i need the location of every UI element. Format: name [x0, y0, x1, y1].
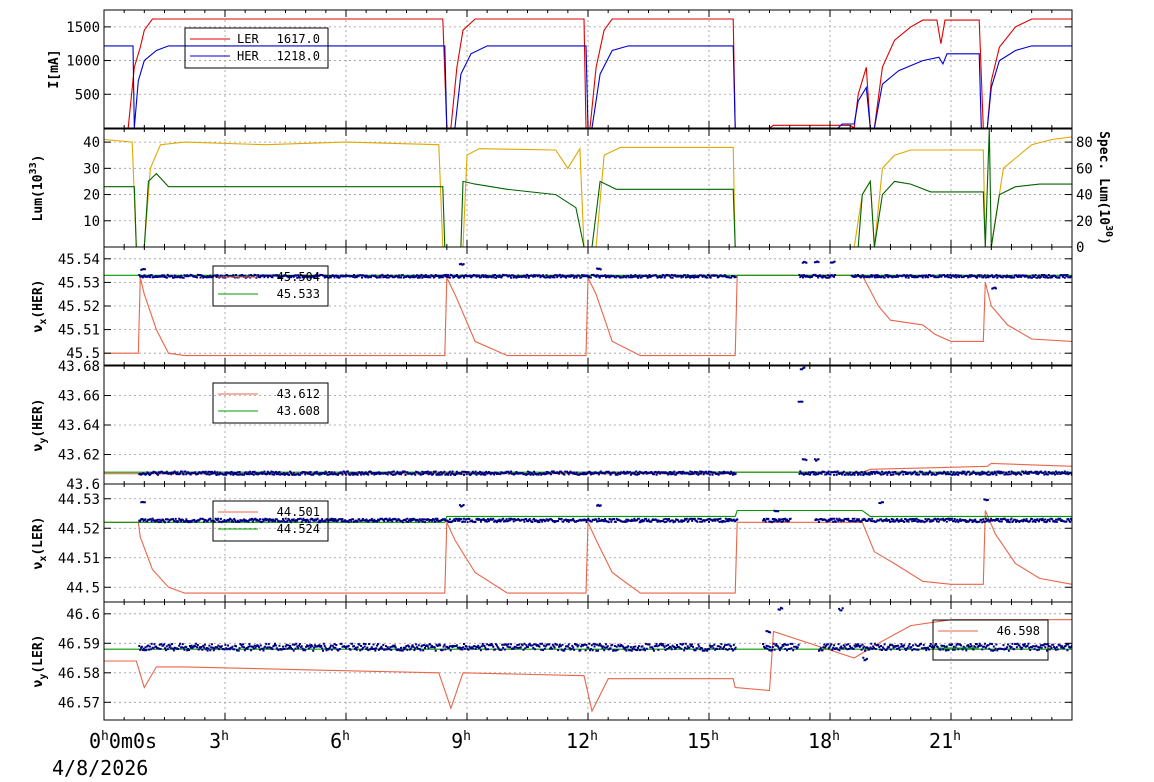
y-axis-label: Lum(1033) [28, 155, 46, 222]
y-tick-label: 44.52 [58, 521, 100, 537]
y-tick-label: 43.68 [58, 359, 100, 375]
y-tick-label: 45.52 [58, 299, 100, 315]
y-right-tick-label: 60 [1076, 161, 1093, 177]
y-tick-label: 44.51 [58, 551, 100, 567]
y-tick-label: 45.54 [58, 252, 100, 268]
y-tick-label: 43.64 [58, 418, 100, 434]
y-axis-label: I[mA] [47, 49, 62, 88]
y-axis-label: νx(HER) [31, 280, 49, 333]
y-tick-label: 20 [83, 188, 100, 204]
x-tick-label: 18h [808, 729, 840, 753]
y-right-tick-label: 40 [1076, 188, 1093, 204]
measured-points [138, 606, 1072, 662]
x-tick-label: 3h [209, 729, 229, 753]
y-tick-label: 1500 [66, 20, 100, 36]
legend-frame [932, 619, 1049, 661]
series-group [104, 129, 1072, 247]
measured-points [138, 498, 1072, 524]
series-line [104, 129, 1072, 247]
legend-value: 46.598 [997, 624, 1040, 638]
legend: 44.501 44.524 [212, 500, 329, 542]
x-tick-label: 9h [451, 729, 471, 753]
legend-label: LER [237, 32, 259, 46]
legend-frame [212, 382, 329, 424]
panel-nux_her: 45.545.5145.5245.5345.54νx(HER)45.50445.… [31, 246, 1073, 366]
x-tick-label: 0h0m0s [89, 729, 157, 753]
series-line [104, 510, 1072, 594]
y-tick-label: 44.5 [66, 580, 100, 596]
y-tick-label: 46.58 [58, 666, 100, 682]
y-tick-label: 45.51 [58, 323, 100, 339]
x-axis: 0h0m0s 3h 6h 9h 12h 15h 18h 21h 4/8/2026 [52, 729, 961, 780]
legend-value: 1218.0 [277, 49, 320, 63]
y-tick-label: 43.66 [58, 389, 100, 405]
x-tick-label: 15h [687, 729, 719, 753]
x-tick-label: 6h [330, 729, 350, 753]
date-label: 4/8/2026 [52, 756, 148, 780]
y-tick-label: 40 [83, 135, 100, 151]
y-right-tick-label: 0 [1076, 240, 1084, 256]
series-group [104, 18, 1072, 128]
legend-label: HER [237, 49, 259, 63]
legend: 43.612 43.608 [212, 382, 329, 424]
legend: LER 1617.0 HER 1218.0 [184, 27, 329, 69]
y-tick-label: 46.59 [58, 636, 100, 652]
legend-value: 43.612 [277, 387, 320, 401]
legend-frame [184, 27, 329, 69]
y-tick-label: 30 [83, 161, 100, 177]
series-group [104, 606, 1072, 713]
series-group [104, 366, 1072, 476]
y-tick-label: 43.6 [66, 477, 100, 493]
legend-value: 45.533 [277, 287, 320, 301]
panel-lum: 10 20 30 40 Lum(1033) 0 20 40 60 80 Spec. Lum(1030… [28, 128, 1114, 256]
y-tick-label: 45.5 [66, 346, 100, 362]
y-right-axis-label: Spec. Lum(1030) [1096, 131, 1114, 245]
y-axis-label: νy(HER) [31, 399, 49, 452]
y-tick-label: 1000 [66, 54, 100, 70]
y-axis-label: νy(LER) [31, 635, 49, 688]
series-line [104, 45, 1072, 128]
series-line [104, 18, 1072, 128]
y-tick-label: 46.57 [58, 695, 100, 711]
legend-value: 45.504 [277, 270, 320, 284]
legend-value: 44.501 [277, 505, 320, 519]
y-tick-label: 45.53 [58, 275, 100, 291]
series-line [104, 136, 1072, 247]
series-group [104, 260, 1072, 357]
y-right-tick-label: 80 [1076, 135, 1093, 151]
legend-frame [212, 500, 329, 542]
y-tick-label: 46.6 [66, 607, 100, 623]
series-line [104, 619, 1072, 713]
series-line [104, 509, 1072, 523]
y-axis-label: νx(LER) [31, 517, 49, 570]
panel-current: 500 1000 1500 I[mA] LER 1617.0 HER 1218.0 [47, 9, 1073, 129]
series-group [104, 498, 1072, 594]
panel-nuy_her: 43.643.6243.6443.6643.68νy(HER)43.61243.… [31, 359, 1073, 493]
legend-frame [212, 265, 329, 307]
legend-value: 1617.0 [277, 32, 320, 46]
y-tick-label: 44.53 [58, 492, 100, 508]
x-tick-label: 12h [566, 729, 598, 753]
panel-nuy_ler: 46.57 46.58 46.59 46.6 νy(LER) 46.598 [31, 601, 1073, 721]
series-line [104, 274, 1072, 357]
y-tick-label: 43.62 [58, 448, 100, 464]
panel-nux_ler: 44.5 44.51 44.52 44.53 νx(LER) 44.501 44.524 [31, 483, 1073, 603]
legend-value: 43.608 [277, 404, 320, 418]
x-tick-label: 21h [929, 729, 961, 753]
legend: 46.598 [932, 619, 1049, 661]
legend: 45.504 45.533 [212, 265, 329, 307]
measured-points [138, 260, 1072, 290]
legend-value: 44.524 [277, 522, 320, 536]
y-tick-label: 500 [75, 87, 100, 103]
y-tick-label: 10 [83, 214, 100, 230]
y-right-tick-label: 20 [1076, 214, 1093, 230]
